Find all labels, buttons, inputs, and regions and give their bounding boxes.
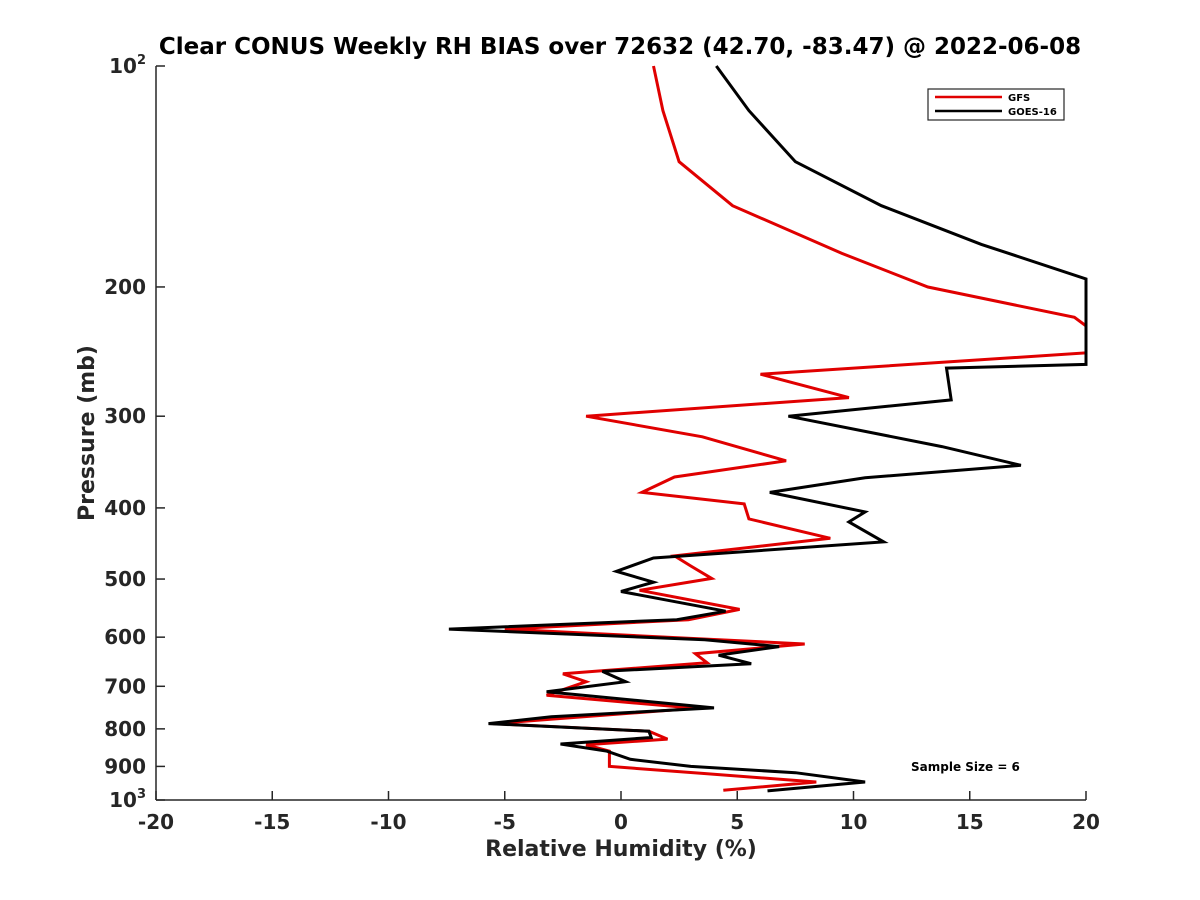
x-tick-label: -15 — [254, 810, 290, 834]
y-tick-label: 700 — [104, 674, 146, 698]
x-tick-label: 5 — [730, 810, 744, 834]
x-tick-label: 10 — [840, 810, 868, 834]
x-tick-label: -5 — [494, 810, 516, 834]
y-tick-label: 500 — [104, 567, 146, 591]
y-tick-label: 600 — [104, 625, 146, 649]
x-tick-label: -20 — [138, 810, 174, 834]
series-line-goes16 — [448, 65, 1088, 793]
legend-label-gfs: GFS — [1008, 93, 1030, 104]
y-tick-label: 102 — [109, 53, 146, 78]
legend-box — [927, 88, 1065, 121]
y-ticks: 102 200 300 400 500 600 700 800 900 103 — [104, 53, 165, 812]
y-tick-label: 800 — [104, 717, 146, 741]
x-tick-label: 20 — [1072, 810, 1100, 834]
legend-label-goes16: GOES-16 — [1008, 107, 1057, 118]
x-axis-label: Relative Humidity (%) — [485, 837, 757, 862]
y-tick-label: 103 — [109, 787, 146, 812]
x-ticks: -20 -15 -10 -5 0 5 10 15 20 — [138, 791, 1100, 834]
x-tick-label: -10 — [370, 810, 406, 834]
y-tick-label: 300 — [104, 404, 146, 428]
y-axis-label: Pressure (mb) — [75, 345, 100, 521]
sample-size-annotation: Sample Size = 6 — [911, 760, 1020, 774]
plot-lines — [448, 65, 1088, 793]
y-tick-label: 400 — [104, 496, 146, 520]
x-tick-label: 15 — [956, 810, 984, 834]
x-tick-label: 0 — [614, 810, 628, 834]
y-tick-label: 200 — [104, 275, 146, 299]
y-tick-label: 900 — [104, 754, 146, 778]
chart-title: Clear CONUS Weekly RH BIAS over 72632 (4… — [159, 34, 1081, 60]
legend: GFS GOES-16 — [927, 88, 1065, 121]
